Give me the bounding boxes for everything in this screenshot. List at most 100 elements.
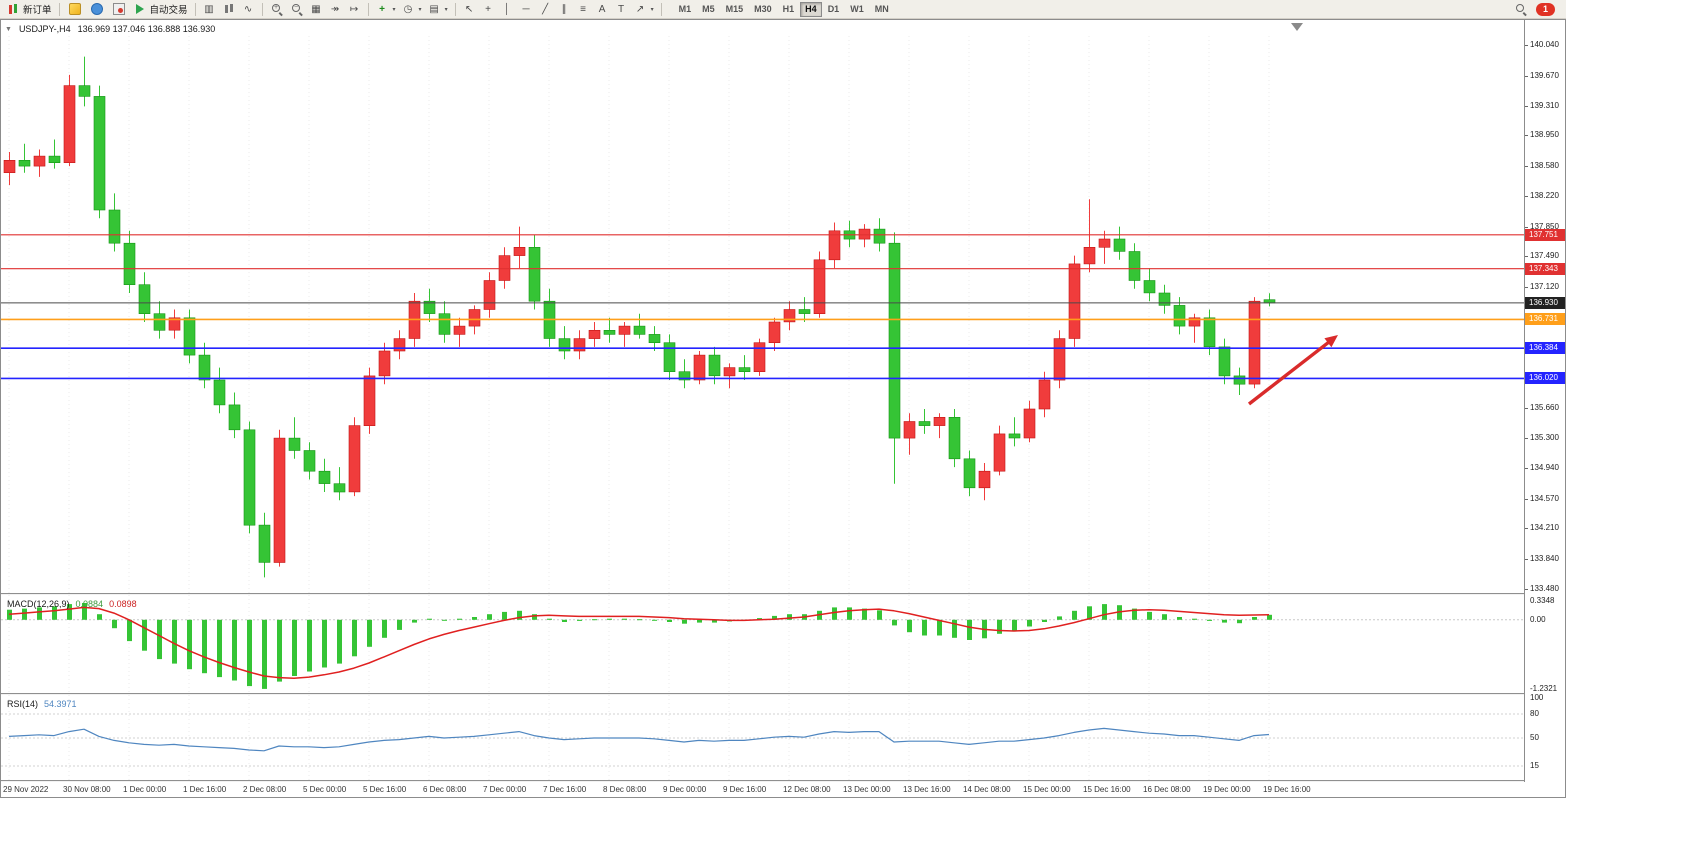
price-axis-tick	[1525, 499, 1528, 500]
chart-title: ▼ USDJPY-,H4 136.969 137.046 136.888 136…	[5, 24, 215, 34]
vertical-line-icon: │	[503, 3, 511, 15]
macd-histogram-bar	[787, 614, 792, 620]
notification-badge[interactable]: 1	[1536, 2, 1555, 16]
toolbar-separator	[367, 2, 369, 16]
macd-histogram-bar	[532, 614, 537, 620]
macd-histogram-bar	[412, 619, 417, 623]
vertical-line-button[interactable]: │	[498, 1, 517, 18]
candle-body	[663, 342, 676, 373]
line-chart-button[interactable]: ∿	[239, 1, 258, 18]
chart-title-symbol: USDJPY-,H4	[18, 24, 71, 34]
rsi-panel-canvas[interactable]	[1, 695, 1524, 780]
macd-histogram-bar	[682, 619, 687, 624]
time-label: 19 Dec 00:00	[1203, 785, 1251, 794]
macd-histogram-bar	[1237, 619, 1242, 624]
candle-body	[1008, 433, 1021, 439]
candle-body	[918, 421, 931, 426]
candle-body	[48, 155, 61, 164]
terminal-button[interactable]	[108, 1, 130, 18]
time-label: 6 Dec 08:00	[423, 785, 467, 794]
candle-body	[798, 309, 811, 314]
chart-shift-marker-icon[interactable]	[1291, 23, 1303, 31]
periods-button[interactable]: ◷ ▾	[399, 1, 425, 18]
zoom-in-button[interactable]: +	[267, 1, 287, 18]
macd-panel-canvas[interactable]	[1, 595, 1524, 693]
profile-button[interactable]	[86, 1, 108, 18]
auto-trading-button[interactable]: 自动交易	[130, 1, 191, 18]
time-axis[interactable]: 29 Nov 2022 30 Nov 08:00 1 Dec 00:00 1 Dec …	[1, 782, 1524, 797]
macd-histogram-bar	[712, 619, 717, 623]
zoom-out-button[interactable]: −	[287, 1, 307, 18]
candle-body	[1128, 251, 1141, 281]
text-label-button[interactable]: T	[612, 1, 631, 18]
macd-histogram-bar	[142, 619, 147, 651]
macd-histogram-bar	[292, 619, 297, 676]
cursor-button[interactable]: ↖	[460, 1, 479, 18]
price-axis[interactable]: 140.040 139.670 139.310 138.950 138.580 138.2…	[1524, 20, 1565, 782]
rsi-value: 54.3971	[44, 699, 77, 709]
time-label: 13 Dec 16:00	[903, 785, 951, 794]
time-label: 9 Dec 00:00	[663, 785, 707, 794]
trend-arrow-shaft[interactable]	[1247, 337, 1334, 406]
channel-button[interactable]: ∥	[555, 1, 574, 18]
arrows-button[interactable]: ↗ ▾	[631, 1, 657, 18]
bar-chart-button[interactable]: ▥	[200, 1, 219, 18]
candle-body	[393, 338, 406, 352]
price-tick-label: 134.940	[1530, 463, 1559, 472]
trend-arrow-head[interactable]	[1324, 335, 1338, 348]
timeframe-m30-button[interactable]: M30	[749, 2, 777, 17]
candlestick-button[interactable]	[219, 1, 239, 18]
candle-body	[753, 342, 766, 373]
candle-body	[933, 416, 946, 426]
search-icon[interactable]	[1514, 2, 1528, 16]
timeframe-m1-button[interactable]: M1	[674, 2, 697, 17]
price-tick-label: 137.490	[1530, 251, 1559, 260]
macd-histogram-bar	[1072, 610, 1077, 620]
auto-scroll-button[interactable]: ↠	[326, 1, 345, 18]
macd-histogram-bar	[217, 619, 222, 678]
horizontal-line-button[interactable]: ─	[517, 1, 536, 18]
candle-body	[783, 309, 796, 323]
one-click-trading-collapse-icon[interactable]: ▼	[5, 25, 12, 33]
new-order-button[interactable]: 新订单	[3, 1, 55, 18]
timeframe-w1-button[interactable]: W1	[845, 2, 869, 17]
candle-body	[63, 85, 76, 163]
candle-body	[153, 313, 166, 331]
timeframe-d1-button[interactable]: D1	[823, 2, 845, 17]
candle-body	[1188, 317, 1201, 327]
time-label: 30 Nov 08:00	[63, 785, 111, 794]
macd-histogram-bar	[622, 618, 627, 620]
horizontal-line-icon: ─	[522, 3, 530, 15]
candle-body	[693, 354, 706, 381]
crosshair-button[interactable]: +	[479, 1, 498, 18]
timeframe-mn-button[interactable]: MN	[870, 2, 894, 17]
panel-separator[interactable]	[1, 780, 1565, 782]
fibonacci-button[interactable]: ≡	[574, 1, 593, 18]
indicators-button[interactable]: + ▾	[373, 1, 399, 18]
macd-histogram-bar	[1087, 606, 1092, 620]
candle-body	[678, 371, 691, 381]
panel-separator[interactable]	[1, 693, 1565, 695]
tile-windows-button[interactable]: ▦	[307, 1, 326, 18]
macd-histogram-bar	[1207, 619, 1212, 621]
price-axis-tick	[1525, 528, 1528, 529]
chart-window[interactable]: ▼ USDJPY-,H4 136.969 137.046 136.888 136…	[0, 19, 1566, 798]
macd-histogram-bar	[1132, 608, 1137, 620]
chart-shift-button[interactable]: ↦	[345, 1, 364, 18]
text-button[interactable]: A	[593, 1, 612, 18]
price-axis-tick	[1525, 468, 1528, 469]
macd-histogram-bar	[1222, 619, 1227, 623]
rsi-scale-label: 15	[1530, 761, 1539, 770]
macd-histogram-bar	[1177, 617, 1182, 620]
macd-scale-label: 0.00	[1530, 615, 1546, 624]
templates-button[interactable]: ▤ ▾	[425, 1, 451, 18]
price-chart-canvas[interactable]	[1, 20, 1524, 593]
candle-body	[1218, 346, 1231, 377]
timeframe-h4-button[interactable]: H4	[800, 1, 822, 17]
trendline-button[interactable]: ╱	[536, 1, 555, 18]
panel-separator[interactable]	[1, 593, 1565, 595]
timeframe-m15-button[interactable]: M15	[721, 2, 749, 17]
new-chart-button[interactable]	[64, 1, 86, 18]
timeframe-h1-button[interactable]: H1	[778, 2, 800, 17]
timeframe-m5-button[interactable]: M5	[697, 2, 720, 17]
